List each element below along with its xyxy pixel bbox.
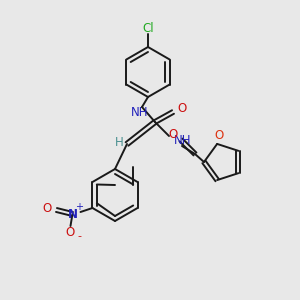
Text: Cl: Cl [142, 22, 154, 34]
Text: O: O [168, 128, 178, 140]
Text: NH: NH [131, 106, 149, 119]
Text: +: + [76, 202, 83, 212]
Text: -: - [77, 231, 82, 241]
Text: O: O [43, 202, 52, 214]
Text: O: O [214, 129, 224, 142]
Text: H: H [115, 136, 123, 149]
Text: O: O [177, 101, 187, 115]
Text: N: N [68, 208, 77, 220]
Text: NH: NH [174, 134, 191, 148]
Text: O: O [66, 226, 75, 238]
